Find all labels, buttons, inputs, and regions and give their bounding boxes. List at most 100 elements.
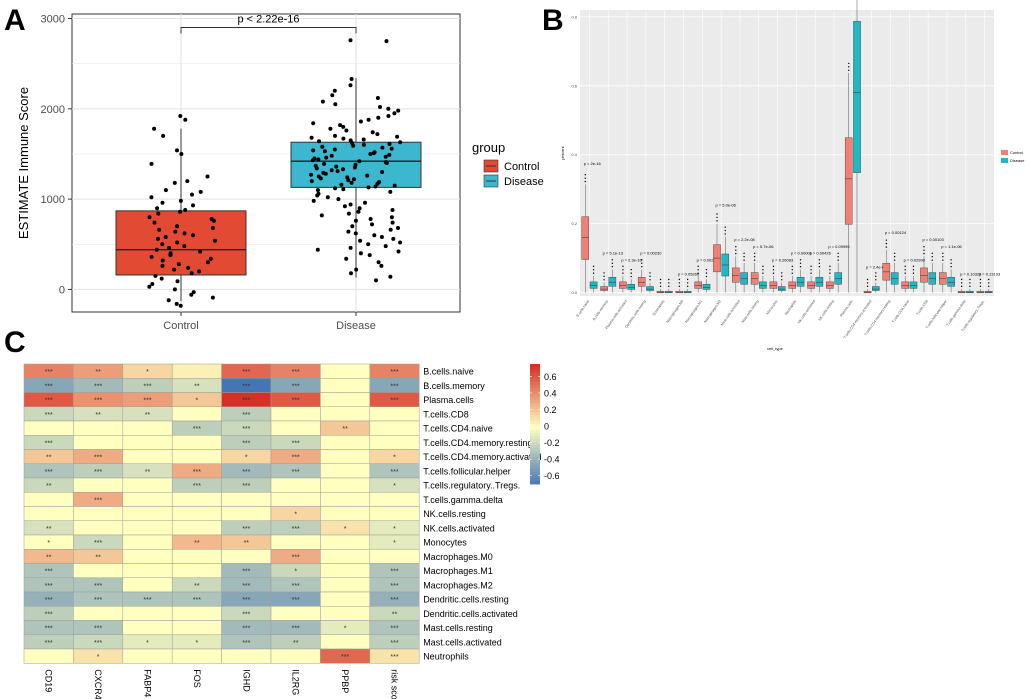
significance-label: *** <box>94 497 102 504</box>
heatmap-cell <box>122 620 173 635</box>
colorbar-tick-label: -0.2 <box>544 438 560 448</box>
data-point <box>396 249 401 254</box>
p-value-label: p = 5.0e-06 <box>715 202 736 207</box>
data-point <box>395 134 400 139</box>
outlier <box>931 256 933 258</box>
column-label: CD19 <box>44 669 54 692</box>
outlier <box>630 268 632 271</box>
heatmap-cell <box>122 606 173 621</box>
outlier <box>649 279 651 281</box>
data-point <box>386 114 391 118</box>
data-point <box>167 245 172 250</box>
outlier <box>584 180 586 183</box>
outlier <box>592 269 595 271</box>
box-control <box>115 210 247 276</box>
colorbar-tick-label: -0.4 <box>544 455 560 465</box>
x-tick-label: Macrophages.M1 <box>684 299 703 323</box>
p-value-label: p = 0.09995 <box>828 244 850 249</box>
significance-label: *** <box>242 583 250 590</box>
y-tick-label: 0.4 <box>571 152 577 157</box>
significance-label: ** <box>46 455 52 462</box>
data-point <box>191 290 196 295</box>
colorbar-segment <box>530 397 540 401</box>
legend-label: Disease <box>504 176 544 188</box>
data-point <box>398 240 403 245</box>
data-point <box>160 258 165 263</box>
box <box>901 281 909 289</box>
outlier <box>622 272 624 274</box>
colorbar-segment <box>530 415 540 419</box>
outlier <box>960 282 963 284</box>
significance-label: *** <box>45 626 53 633</box>
data-point <box>350 224 355 229</box>
heatmap-cell <box>320 534 371 550</box>
data-point <box>392 111 397 116</box>
outlier <box>641 262 643 264</box>
outlier <box>724 229 726 232</box>
data-point <box>213 238 217 243</box>
heatmap-cell <box>171 606 222 621</box>
colorbar-tick-label: 0.4 <box>544 388 557 398</box>
data-point <box>376 260 381 265</box>
heatmap-cell <box>320 406 371 422</box>
outlier <box>912 272 915 274</box>
box <box>796 277 805 287</box>
data-point <box>388 274 393 279</box>
heatmap-cell <box>320 435 371 450</box>
data-point <box>333 102 338 107</box>
data-point <box>175 240 180 245</box>
data-point <box>342 204 347 209</box>
outlier <box>837 259 839 261</box>
box <box>732 267 740 283</box>
data-point <box>379 235 384 239</box>
colorbar-segment <box>530 403 540 407</box>
legend-swatch <box>1001 158 1008 163</box>
significance-label: *** <box>45 597 53 604</box>
data-point <box>390 208 395 212</box>
outlier <box>848 66 850 68</box>
x-tick-label: Mast.cells.activated <box>720 299 741 326</box>
data-point <box>348 202 353 207</box>
outlier <box>818 262 821 264</box>
box <box>750 272 759 285</box>
significance-label: *** <box>94 640 102 647</box>
outlier <box>678 278 681 281</box>
data-point <box>380 145 385 150</box>
box <box>589 281 598 289</box>
heatmap-cell <box>270 420 321 436</box>
outlier <box>743 256 745 258</box>
data-point <box>353 231 358 236</box>
y-axis-label: ESTIMATE Immune Score <box>16 87 31 239</box>
outlier <box>866 282 869 284</box>
data-point <box>175 224 180 229</box>
x-tick-label: NK.cells.activated <box>797 299 816 324</box>
heatmap-cell <box>171 648 222 664</box>
significance-label: *** <box>390 569 398 576</box>
data-point <box>383 154 388 159</box>
outlier <box>923 249 925 251</box>
panel-label-c: C <box>4 326 26 359</box>
outlier <box>668 282 670 284</box>
heatmap-cell <box>221 506 272 521</box>
outlier <box>885 242 888 245</box>
outlier <box>923 246 925 248</box>
significance-label: * <box>344 626 347 633</box>
colorbar-segment <box>530 451 540 455</box>
outlier <box>686 282 689 284</box>
significance-label: *** <box>390 654 398 661</box>
data-point <box>210 295 215 300</box>
data-point <box>172 287 177 292</box>
box <box>872 286 880 291</box>
outlier <box>724 233 726 235</box>
colorbar-segment <box>530 370 540 374</box>
data-point <box>205 174 210 179</box>
data-point <box>373 184 378 189</box>
significance-label: *** <box>193 426 201 433</box>
box <box>853 21 861 173</box>
data-point <box>348 83 353 88</box>
box <box>844 137 853 225</box>
significance-label: *** <box>242 569 250 576</box>
data-point <box>375 96 380 100</box>
outlier <box>810 272 812 274</box>
